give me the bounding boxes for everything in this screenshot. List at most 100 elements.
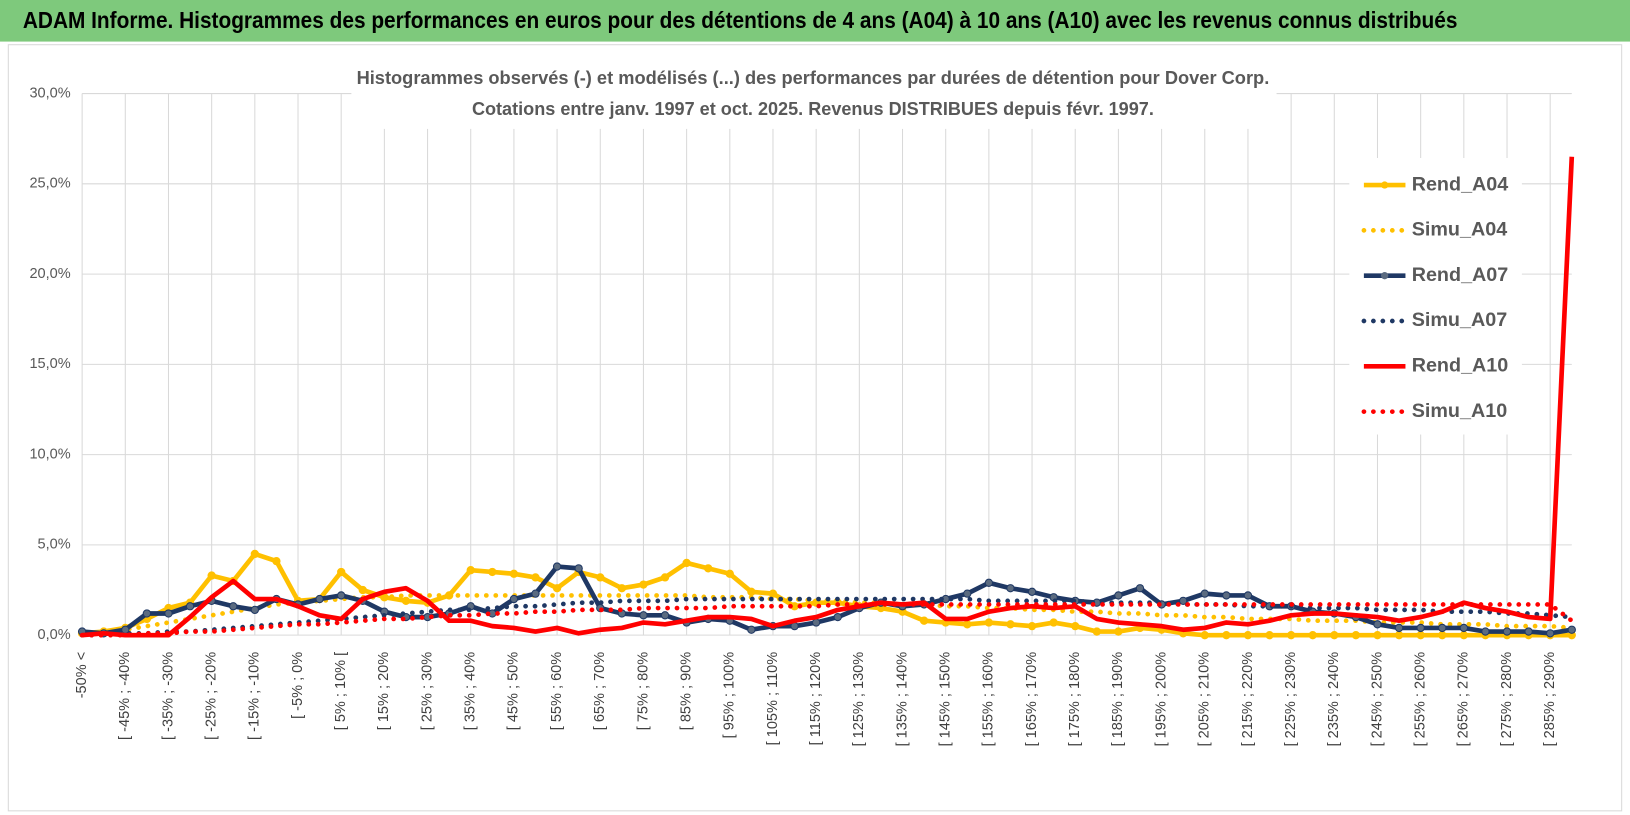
data-point — [1373, 620, 1382, 629]
legend-label: Simu_A07 — [1412, 309, 1508, 331]
data-point — [1308, 631, 1317, 640]
x-tick-label: [ 285% ; 290% — [1542, 652, 1558, 747]
series-line — [81, 156, 1575, 638]
data-point — [185, 602, 195, 611]
data-point — [229, 602, 238, 611]
data-point — [1524, 627, 1533, 636]
x-tick-label: [ -45% ; -40% — [117, 652, 133, 740]
chart-subtitle: Cotations entre janv. 1997 et oct. 2025.… — [472, 98, 1154, 119]
data-point — [531, 589, 540, 598]
data-point — [337, 567, 346, 577]
data-point — [1416, 631, 1425, 640]
x-tick-label: -50% < — [74, 652, 90, 699]
data-point — [509, 594, 519, 604]
y-tick-label: 20,0% — [29, 266, 70, 282]
x-tick-label: [ 95% ; 100% — [722, 652, 738, 739]
data-point — [250, 605, 259, 615]
data-point — [207, 571, 216, 580]
data-point — [552, 584, 562, 593]
data-point — [833, 612, 842, 622]
data-point — [1351, 631, 1361, 640]
data-point — [401, 596, 411, 606]
x-tick-label: [ -35% ; -30% — [160, 652, 176, 740]
x-tick-label: [ -25% ; -20% — [204, 652, 220, 740]
legend-label: Rend_A07 — [1412, 264, 1509, 286]
data-point — [1027, 587, 1037, 596]
y-tick-label: 0,0% — [38, 627, 71, 643]
data-point — [337, 591, 346, 600]
chart-title: Histogrammes observés (-) et modélisés (… — [357, 67, 1270, 88]
y-tick-label: 25,0% — [29, 176, 70, 192]
data-point — [1394, 631, 1404, 640]
data-point — [1438, 623, 1447, 633]
x-tick-label: [ -15% ; -10% — [247, 652, 263, 740]
x-tick-label: [ 265% ; 270% — [1456, 652, 1472, 747]
data-point — [164, 609, 173, 618]
data-point — [1438, 631, 1447, 640]
data-point — [466, 566, 475, 575]
title-box — [351, 62, 1277, 129]
banner-title: ADAM Informe. Histogrammes des performan… — [23, 7, 1458, 33]
data-point — [142, 609, 152, 618]
legend-marker — [1381, 181, 1389, 189]
x-tick-label: [ 125% ; 130% — [851, 652, 867, 747]
data-point — [315, 594, 324, 604]
x-tick-label: [ 245% ; 250% — [1369, 652, 1385, 747]
x-tick-label: [ 175% ; 180% — [1067, 652, 1083, 747]
y-tick-label: 30,0% — [29, 85, 70, 101]
data-point — [984, 618, 994, 627]
data-point — [1459, 623, 1468, 633]
y-tick-label: 10,0% — [29, 446, 70, 462]
x-tick-label: [ 35% ; 40% — [463, 652, 479, 731]
data-point — [1265, 631, 1274, 640]
data-point — [1222, 631, 1231, 640]
legend-label: Rend_A10 — [1412, 355, 1509, 377]
data-point — [358, 585, 367, 595]
data-point — [1049, 618, 1058, 627]
x-tick-label: [ 185% ; 190% — [1110, 652, 1126, 747]
data-point — [1179, 596, 1188, 606]
data-point — [250, 549, 259, 559]
data-point — [1006, 620, 1015, 629]
data-point — [747, 587, 756, 596]
data-point — [488, 567, 497, 577]
x-tick-label: [ 165% ; 170% — [1024, 652, 1040, 747]
legend-label: Simu_A04 — [1412, 219, 1508, 241]
data-point — [984, 578, 994, 587]
data-point — [531, 573, 540, 582]
data-point — [747, 625, 756, 634]
data-point — [1027, 621, 1037, 631]
x-tick-label: [ 135% ; 140% — [894, 652, 910, 747]
data-point — [963, 620, 972, 629]
legend-marker — [1381, 272, 1389, 280]
data-point — [617, 584, 627, 593]
data-point — [963, 589, 972, 598]
data-point — [1200, 589, 1209, 598]
x-tick-label: [ 75% ; 80% — [635, 652, 651, 731]
x-tick-label: [ 85% ; 90% — [678, 652, 694, 731]
series-line — [79, 596, 1575, 638]
data-point — [660, 573, 670, 582]
banner-bar — [0, 0, 1630, 42]
x-tick-label: [ 155% ; 160% — [981, 652, 997, 747]
data-point — [574, 564, 583, 573]
data-point — [1502, 627, 1512, 636]
x-tick-label: [ 45% ; 50% — [506, 652, 522, 731]
x-tick-label: [ 145% ; 150% — [938, 652, 954, 747]
x-tick-label: [ -5% ; 0% — [290, 652, 306, 719]
data-point — [725, 569, 734, 578]
data-point — [1114, 627, 1123, 636]
data-point — [768, 589, 778, 598]
data-point — [639, 611, 648, 620]
data-point — [682, 558, 691, 568]
data-point — [596, 573, 605, 582]
x-tick-label: [ 235% ; 240% — [1326, 652, 1342, 747]
data-point — [509, 569, 519, 578]
data-point — [660, 611, 670, 620]
data-point — [1243, 631, 1253, 640]
data-point — [1222, 591, 1231, 600]
series-line — [79, 602, 1575, 638]
data-point — [1567, 625, 1576, 634]
data-point — [704, 564, 713, 573]
